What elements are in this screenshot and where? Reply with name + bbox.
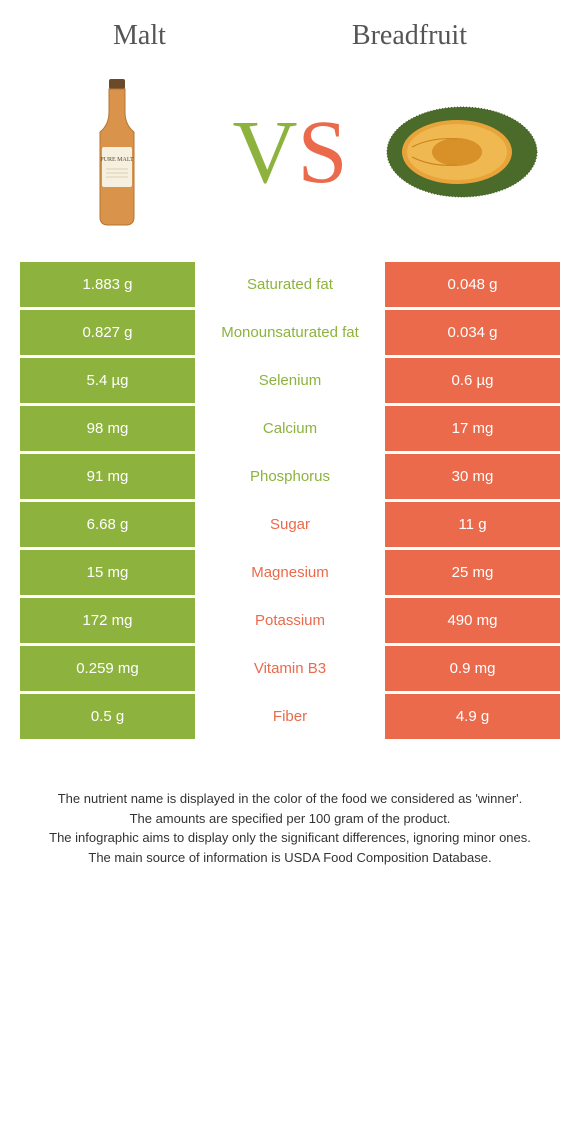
- nutrient-label: Sugar: [197, 502, 383, 547]
- table-row: 6.68 gSugar11 g: [20, 502, 560, 547]
- left-value: 5.4 µg: [20, 358, 197, 403]
- left-value: 98 mg: [20, 406, 197, 451]
- svg-text:PURE MALT: PURE MALT: [101, 157, 135, 163]
- table-row: 91 mgPhosphorus30 mg: [20, 454, 560, 499]
- nutrient-label: Monounsaturated fat: [197, 310, 383, 355]
- left-value: 91 mg: [20, 454, 197, 499]
- left-value: 0.5 g: [20, 694, 197, 739]
- right-value: 17 mg: [383, 406, 560, 451]
- left-value: 0.827 g: [20, 310, 197, 355]
- table-row: 98 mgCalcium17 mg: [20, 406, 560, 451]
- right-value: 0.034 g: [383, 310, 560, 355]
- right-value: 11 g: [383, 502, 560, 547]
- nutrient-label: Magnesium: [197, 550, 383, 595]
- vs-row: PURE MALT VS: [20, 72, 560, 232]
- footnote-line: The main source of information is USDA F…: [20, 848, 560, 868]
- breadfruit-image: [382, 72, 542, 232]
- table-row: 172 mgPotassium490 mg: [20, 598, 560, 643]
- vs-v: V: [232, 103, 297, 202]
- right-value: 0.9 mg: [383, 646, 560, 691]
- right-value: 30 mg: [383, 454, 560, 499]
- footnote-line: The amounts are specified per 100 gram o…: [20, 809, 560, 829]
- nutrient-label: Fiber: [197, 694, 383, 739]
- nutrient-label: Phosphorus: [197, 454, 383, 499]
- vs-s: S: [297, 103, 347, 202]
- right-value: 0.6 µg: [383, 358, 560, 403]
- food-title-left: Malt: [113, 20, 166, 52]
- footnotes: The nutrient name is displayed in the co…: [20, 789, 560, 867]
- nutrient-table: 1.883 gSaturated fat0.048 g0.827 gMonoun…: [20, 262, 560, 739]
- nutrient-label: Vitamin B3: [197, 646, 383, 691]
- left-value: 1.883 g: [20, 262, 197, 307]
- right-value: 490 mg: [383, 598, 560, 643]
- left-value: 0.259 mg: [20, 646, 197, 691]
- nutrient-label: Potassium: [197, 598, 383, 643]
- footnote-line: The nutrient name is displayed in the co…: [20, 789, 560, 809]
- right-value: 4.9 g: [383, 694, 560, 739]
- table-row: 0.827 gMonounsaturated fat0.034 g: [20, 310, 560, 355]
- table-row: 1.883 gSaturated fat0.048 g: [20, 262, 560, 307]
- header: Malt Breadfruit: [20, 20, 560, 52]
- left-value: 15 mg: [20, 550, 197, 595]
- right-value: 0.048 g: [383, 262, 560, 307]
- right-value: 25 mg: [383, 550, 560, 595]
- table-row: 5.4 µgSelenium0.6 µg: [20, 358, 560, 403]
- nutrient-label: Saturated fat: [197, 262, 383, 307]
- table-row: 0.5 gFiber4.9 g: [20, 694, 560, 739]
- left-value: 6.68 g: [20, 502, 197, 547]
- nutrient-label: Calcium: [197, 406, 383, 451]
- malt-image: PURE MALT: [37, 72, 197, 232]
- nutrient-label: Selenium: [197, 358, 383, 403]
- table-row: 15 mgMagnesium25 mg: [20, 550, 560, 595]
- food-title-right: Breadfruit: [352, 20, 467, 52]
- table-row: 0.259 mgVitamin B30.9 mg: [20, 646, 560, 691]
- left-value: 172 mg: [20, 598, 197, 643]
- vs-label: VS: [232, 101, 347, 204]
- footnote-line: The infographic aims to display only the…: [20, 828, 560, 848]
